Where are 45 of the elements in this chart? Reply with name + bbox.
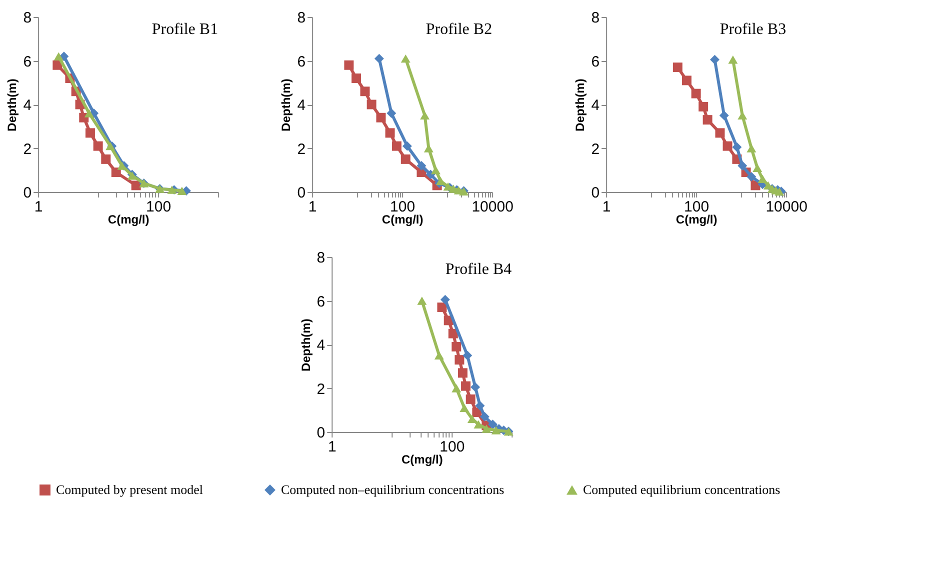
y-tick-label: 4 [297,97,306,114]
y-tick-label: 2 [591,140,600,158]
y-tick-label: 0 [297,184,306,202]
y-tick-label: 0 [23,184,32,202]
y-axis-title: Depth(m) [298,318,313,372]
x-tick-label: 100 [440,438,465,456]
y-tick-label: 2 [316,380,326,398]
x-tick-label: 100 [684,198,710,216]
y-tick-label: 2 [23,140,32,158]
x-tick-label: 1 [34,198,43,216]
x-axis-title: C(mg/l) [676,212,718,226]
y-axis-title: Depth(m) [279,78,294,132]
y-tick-label: 6 [23,53,32,70]
y-tick-label: 4 [591,97,600,114]
x-tick-label: 10000 [472,198,514,216]
x-tick-label: 1 [308,198,317,216]
y-tick-label: 2 [297,140,306,158]
x-axis-title: C(mg/l) [401,452,443,466]
y-tick-label: 8 [316,250,326,266]
legend-label: Computed non–equilibrium concentrations [281,482,504,497]
x-tick-label: 100 [390,198,416,216]
chart-title: Profile B4 [445,261,512,278]
x-axis-title: C(mg/l) [108,212,150,226]
legend-label: Computed by present model [56,482,204,497]
y-axis-title: Depth(m) [5,78,20,132]
y-tick-label: 0 [591,184,600,202]
y-tick-label: 8 [23,10,32,26]
y-tick-label: 4 [316,337,326,354]
y-tick-label: 6 [297,53,306,70]
y-tick-label: 0 [316,424,326,442]
y-axis-title: Depth(m) [573,78,588,132]
y-tick-label: 4 [23,97,32,114]
chart-title: Profile B1 [152,21,218,38]
y-tick-label: 8 [591,10,600,26]
x-tick-label: 1 [602,198,611,216]
y-tick-label: 6 [591,53,600,70]
x-axis-title: C(mg/l) [382,212,424,226]
chart-title: Profile B3 [720,21,786,38]
y-tick-label: 6 [316,293,326,310]
legend-label: Computed equilibrium concentrations [583,482,780,497]
chart-title: Profile B2 [426,21,492,38]
x-tick-label: 100 [146,198,172,216]
x-tick-label: 10000 [766,198,808,216]
x-tick-label: 1 [328,438,336,456]
y-tick-label: 8 [297,10,306,26]
